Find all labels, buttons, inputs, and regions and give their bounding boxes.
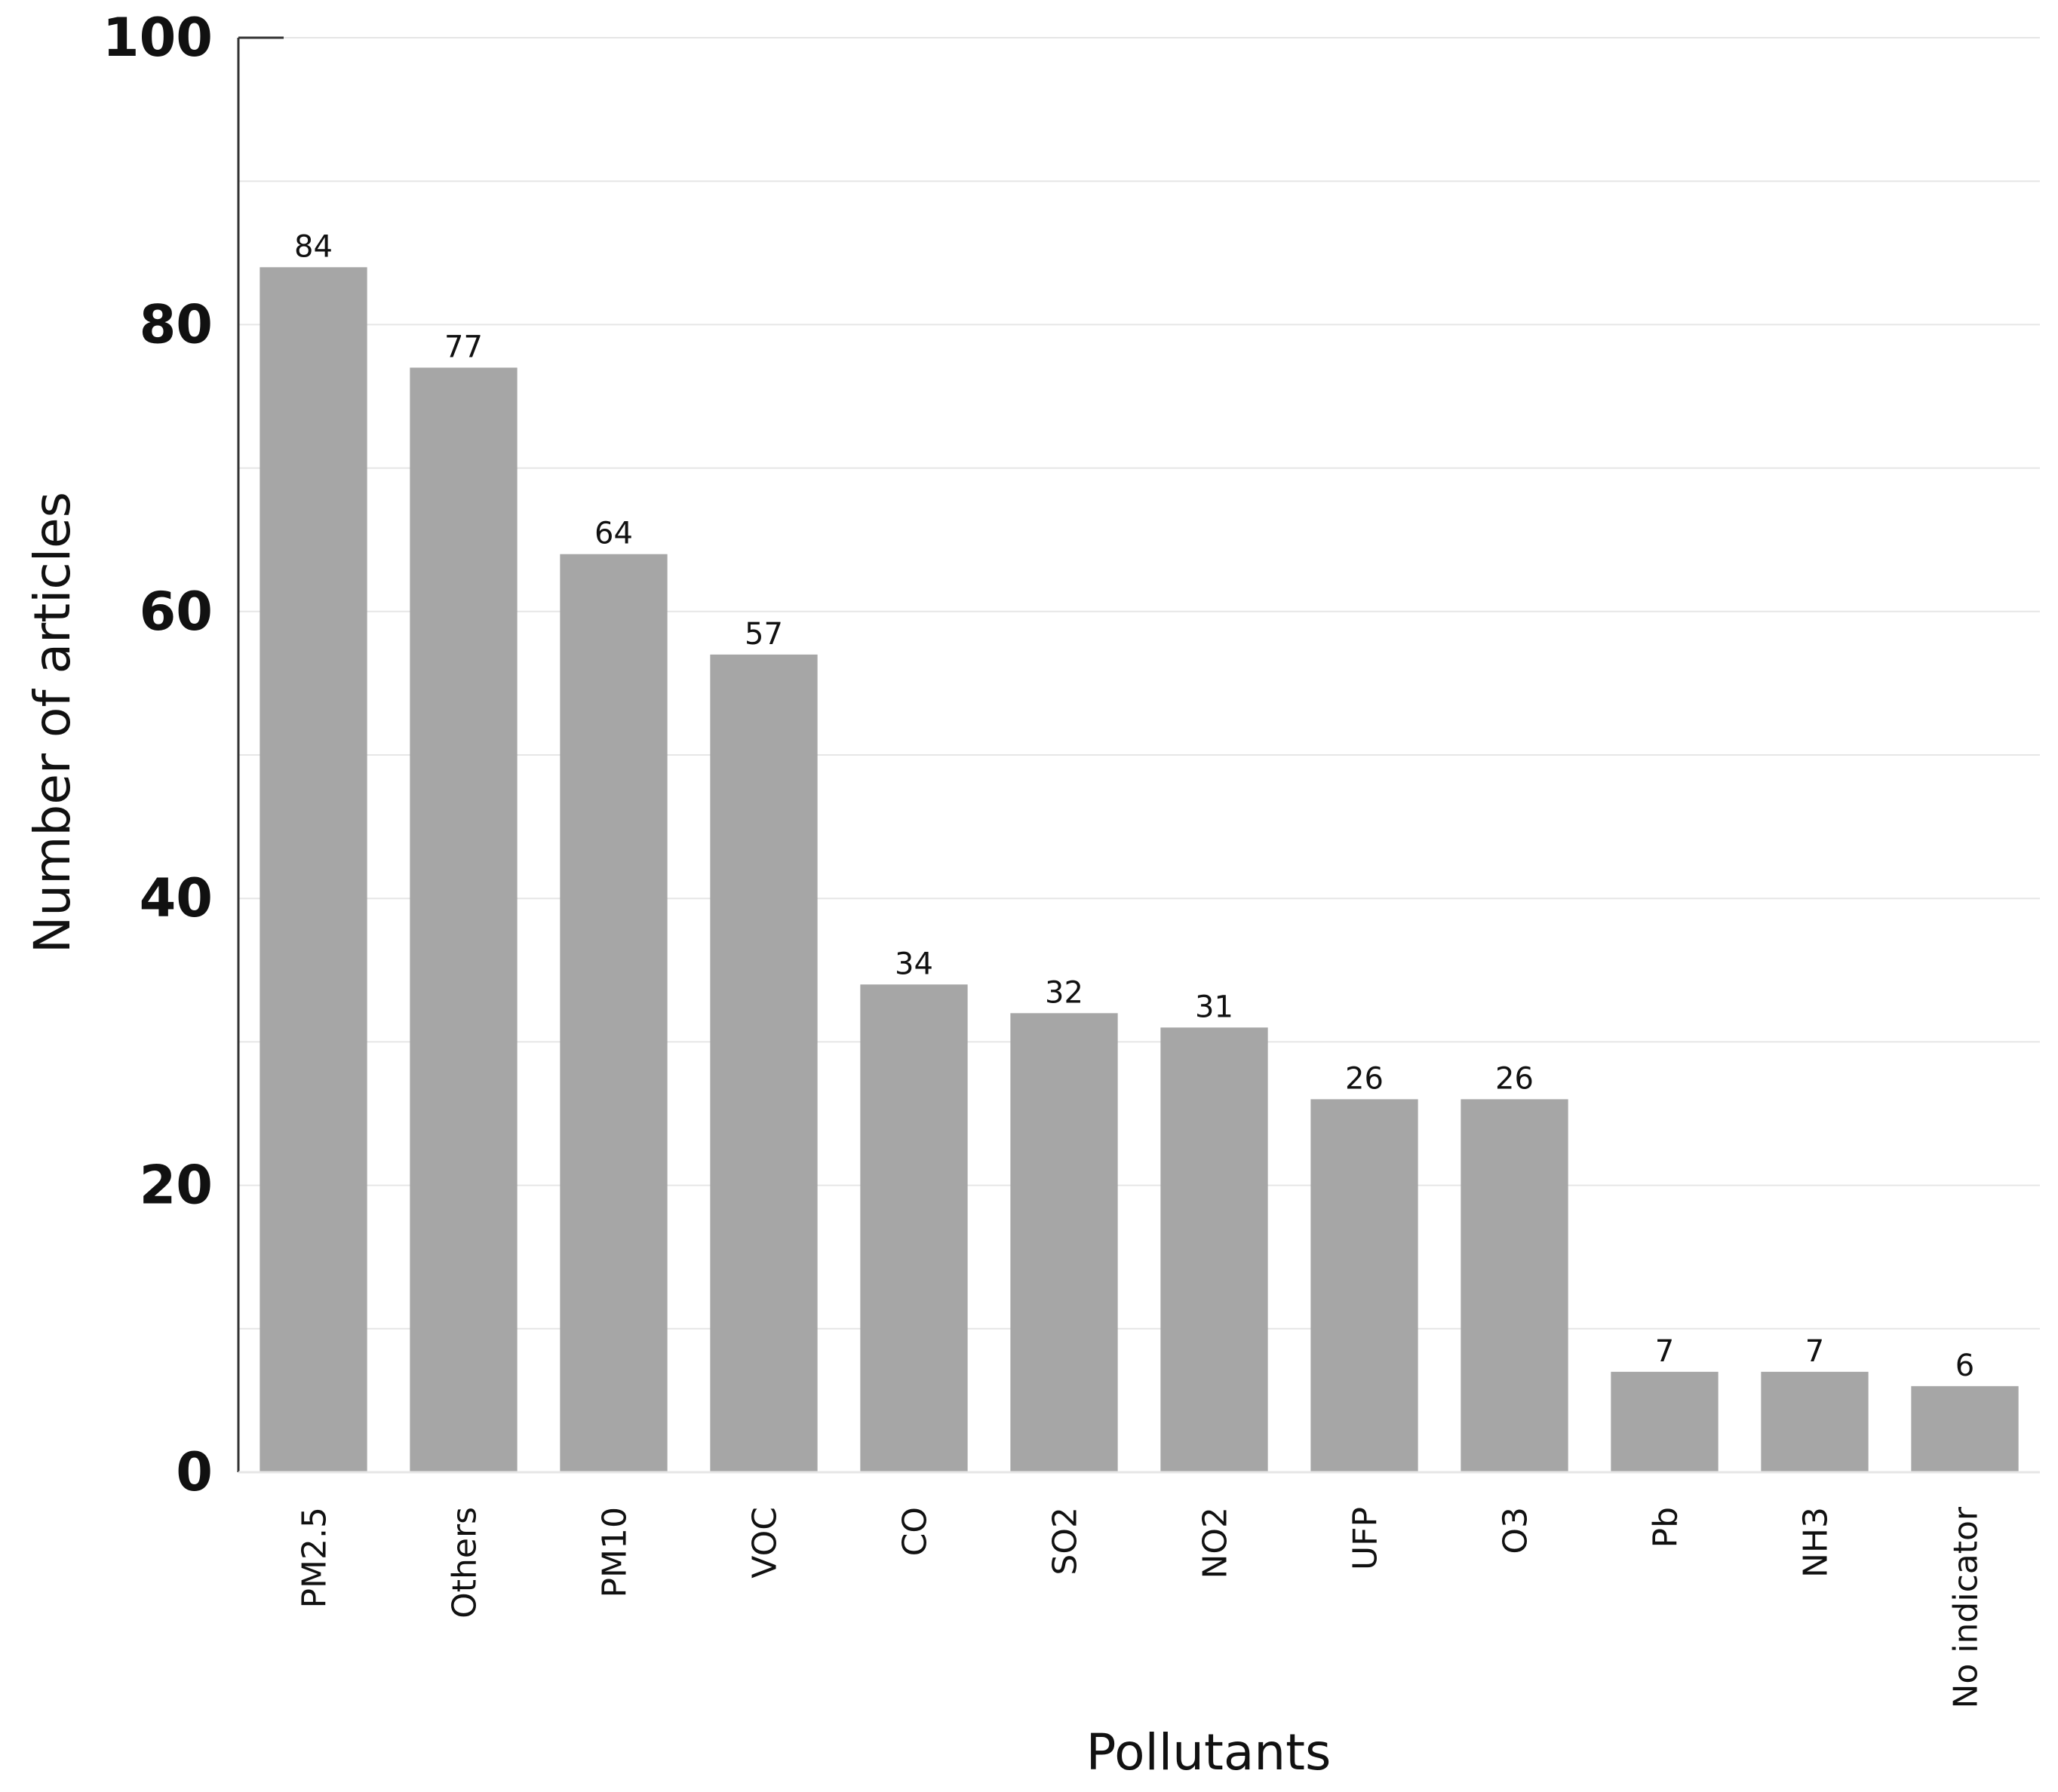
bar-value-label: 32: [1045, 975, 1083, 1010]
bar-value-label: 77: [444, 330, 483, 364]
x-axis-title: Pollutants: [1086, 1723, 1332, 1781]
x-tick-label: PM2.5: [296, 1507, 334, 1608]
x-tick-label: CO: [896, 1507, 935, 1556]
bar-value-label: 84: [294, 229, 333, 264]
y-tick-label: 0: [176, 1441, 213, 1503]
x-tick-label: NO2: [1196, 1507, 1235, 1579]
x-tick-label: NH3: [1797, 1507, 1835, 1578]
y-tick-label: 80: [140, 293, 213, 355]
bar: [710, 654, 818, 1472]
axes: [237, 36, 2040, 1474]
y-tick-label: 20: [140, 1155, 213, 1217]
x-tick-label: Pb: [1647, 1507, 1685, 1548]
x-tick-label: No indicator: [1947, 1506, 1986, 1708]
labels: 84PM2.577Others64PM1057VOC34CO32SO231NO2…: [103, 7, 1986, 1709]
bar: [560, 554, 668, 1472]
bar: [410, 367, 518, 1473]
bar-value-label: 6: [1955, 1349, 1974, 1383]
y-tick-label: 60: [140, 581, 213, 643]
bar: [1461, 1099, 1568, 1472]
y-tick-label: 100: [103, 7, 213, 69]
bar-value-label: 26: [1495, 1061, 1534, 1096]
bars: [260, 267, 2019, 1473]
x-tick-label: UFP: [1347, 1507, 1385, 1570]
bar: [260, 267, 367, 1472]
y-axis-title: Number of articles: [23, 492, 81, 953]
bar: [1761, 1371, 1869, 1472]
bar: [1160, 1027, 1268, 1472]
y-tick-label: 40: [140, 867, 213, 929]
bar: [1911, 1385, 2019, 1472]
bar-value-label: 26: [1345, 1061, 1384, 1096]
bar-value-label: 34: [895, 947, 933, 981]
bar-value-label: 64: [594, 517, 633, 551]
x-tick-label: VOC: [746, 1507, 785, 1579]
bar-value-label: 57: [745, 617, 783, 652]
x-tick-label: O3: [1497, 1507, 1535, 1554]
x-tick-label: Others: [446, 1507, 484, 1619]
gridlines: [238, 37, 2040, 1330]
bar: [860, 984, 968, 1472]
x-tick-label: PM10: [596, 1507, 634, 1597]
bar-value-label: 31: [1195, 990, 1233, 1024]
x-tick-label: SO2: [1046, 1507, 1085, 1576]
bar: [1010, 1013, 1118, 1472]
bar-value-label: 7: [1805, 1334, 1824, 1369]
bar-value-label: 7: [1655, 1334, 1674, 1369]
bar: [1310, 1099, 1418, 1472]
bar: [1611, 1371, 1719, 1472]
